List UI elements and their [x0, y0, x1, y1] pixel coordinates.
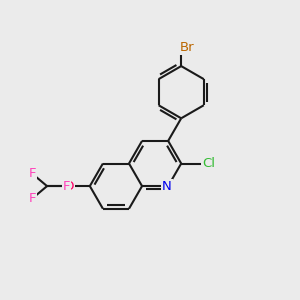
Text: F: F: [63, 180, 70, 193]
Text: Cl: Cl: [202, 157, 215, 170]
Text: F: F: [28, 167, 36, 180]
Text: O: O: [63, 180, 74, 193]
Text: N: N: [162, 180, 172, 193]
Text: F: F: [28, 192, 36, 205]
Text: Br: Br: [179, 41, 194, 54]
